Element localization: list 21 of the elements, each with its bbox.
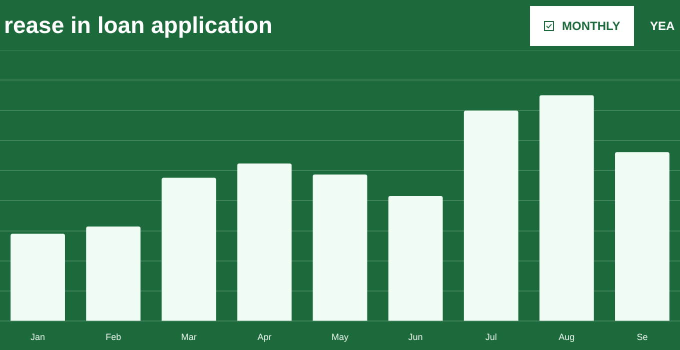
bar xyxy=(86,226,141,321)
text: YEA xyxy=(650,19,675,33)
x-tick-label: Apr xyxy=(257,332,272,342)
x-tick-label: May xyxy=(331,332,349,342)
bar xyxy=(615,152,670,321)
text: MONTHLY xyxy=(562,19,620,33)
bar xyxy=(464,110,518,321)
x-tick-label: Se xyxy=(636,332,648,342)
x-tick-label: Jun xyxy=(408,332,423,342)
chart-title: rease in loan application xyxy=(4,12,272,39)
x-tick-label: Jan xyxy=(30,332,46,342)
bar xyxy=(10,234,65,321)
x-tick-label: Aug xyxy=(558,332,575,342)
bar xyxy=(162,178,216,321)
bar xyxy=(539,95,594,321)
x-tick-label: Jul xyxy=(485,332,497,342)
x-tick-label: Mar xyxy=(181,332,197,342)
bar xyxy=(388,196,443,321)
x-tick-label: Feb xyxy=(106,332,122,342)
bar xyxy=(237,163,292,321)
bar xyxy=(312,174,368,321)
